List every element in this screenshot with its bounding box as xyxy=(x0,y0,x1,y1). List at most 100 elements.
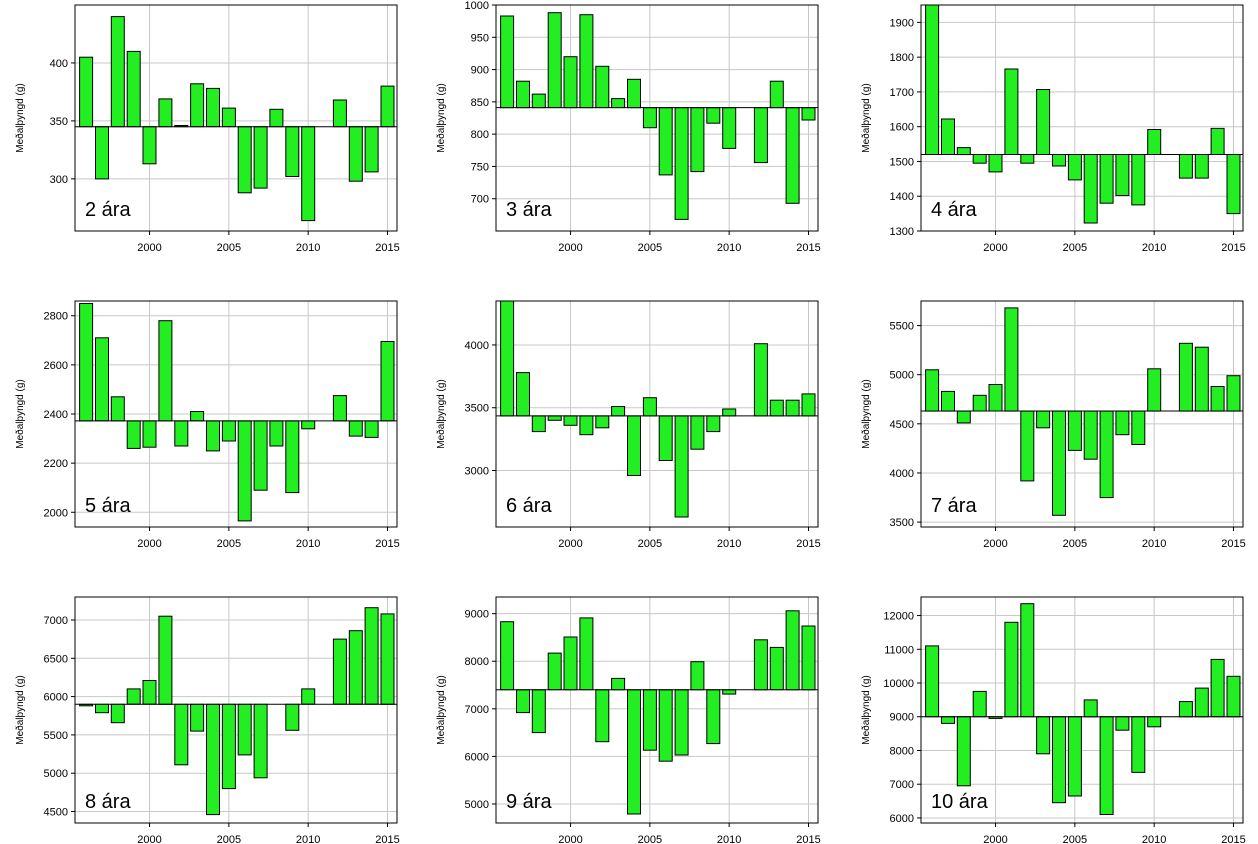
bar-1997 xyxy=(95,703,109,714)
x-tick-label: 2005 xyxy=(1063,242,1087,254)
bar-2015 xyxy=(380,341,395,422)
x-tick-label: 2015 xyxy=(796,834,820,844)
bar-2014 xyxy=(1210,658,1225,718)
x-tick-label: 2005 xyxy=(1063,538,1087,550)
y-tick-label: 12000 xyxy=(883,611,914,623)
y-tick-label: 2200 xyxy=(44,458,68,470)
bar-2006 xyxy=(658,107,673,176)
x-tick-label: 2000 xyxy=(983,834,1007,844)
y-tick-label: 2400 xyxy=(44,409,68,421)
y-tick-label: 6000 xyxy=(890,813,914,825)
y-tick-label: 4000 xyxy=(465,340,489,352)
bar-2001 xyxy=(579,617,594,691)
bar-1999 xyxy=(126,50,141,128)
y-tick-label: 400 xyxy=(50,58,68,70)
x-tick-label: 2005 xyxy=(638,834,662,844)
bar-2001 xyxy=(158,98,173,128)
bar-2007 xyxy=(674,415,689,518)
bar-2010 xyxy=(722,408,737,417)
bar-2013 xyxy=(1194,154,1209,179)
x-tick-label: 2010 xyxy=(296,538,320,550)
bar-1998 xyxy=(531,689,546,734)
bar-2010 xyxy=(722,689,737,695)
bar-2008 xyxy=(1115,154,1130,196)
plot-frame xyxy=(495,4,819,232)
bar-2009 xyxy=(285,126,300,177)
y-tick-label: 700 xyxy=(471,194,489,206)
y-tick-label: 7000 xyxy=(44,615,68,627)
bar-2003 xyxy=(190,703,205,732)
bar-2014 xyxy=(1210,386,1225,412)
x-tick-label: 2005 xyxy=(1063,834,1087,844)
x-tick-label: 2010 xyxy=(296,834,320,844)
y-axis-label: Meðalþyngd (g) xyxy=(860,675,872,744)
x-tick-label: 2010 xyxy=(717,242,741,254)
y-tick-label: 3000 xyxy=(465,466,489,478)
y-tick-label: 3500 xyxy=(465,403,489,415)
bar-2005 xyxy=(642,107,657,129)
bar-2005 xyxy=(221,107,236,128)
bar-2002 xyxy=(1020,603,1035,718)
bar-1997 xyxy=(516,372,530,417)
bar-2014 xyxy=(364,420,379,438)
x-tick-label: 2005 xyxy=(217,834,241,844)
x-tick-label: 2010 xyxy=(717,834,741,844)
bar-1999 xyxy=(126,420,141,449)
bar-2015 xyxy=(380,85,395,128)
bar-2006 xyxy=(1083,410,1098,460)
bar-1996 xyxy=(925,645,940,718)
bar-2014 xyxy=(1210,127,1225,155)
bar-2002 xyxy=(595,415,610,429)
y-tick-label: 2800 xyxy=(44,311,68,323)
bar-2003 xyxy=(1036,89,1051,155)
age-label: 2 ára xyxy=(85,199,131,221)
plot-frame xyxy=(74,596,398,824)
bar-2003 xyxy=(190,411,205,422)
x-tick-label: 2010 xyxy=(1142,242,1166,254)
bar-1996 xyxy=(79,303,94,422)
bar-1999 xyxy=(972,154,987,164)
y-tick-label: 1800 xyxy=(890,52,914,64)
y-axis-label: Meðalþyngd (g) xyxy=(860,83,872,152)
y-tick-label: 1700 xyxy=(890,87,914,99)
age-label: 9 ára xyxy=(506,791,552,813)
bar-2015 xyxy=(1226,375,1241,412)
bar-2009 xyxy=(1131,410,1146,446)
bar-2015 xyxy=(801,107,816,121)
bar-2000 xyxy=(142,126,157,165)
chart-panel-2: 2000 2005 2010 2015 700 750 800 850 900 950 1000 Me… xyxy=(435,0,821,254)
bar-1997 xyxy=(941,118,955,155)
y-tick-label: 7000 xyxy=(890,779,914,791)
bar-1996 xyxy=(500,301,515,417)
plot-frame xyxy=(74,4,398,232)
bar-1996 xyxy=(925,369,940,412)
plot-frame xyxy=(495,300,819,528)
bar-1998 xyxy=(956,147,971,156)
y-axis-label: Meðalþyngd (g) xyxy=(435,83,447,152)
bar-1997 xyxy=(95,337,109,422)
bar-2010 xyxy=(722,107,737,149)
y-tick-label: 4000 xyxy=(890,468,914,480)
bar-1997 xyxy=(941,716,955,724)
x-tick-label: 2005 xyxy=(638,538,662,550)
bar-2005 xyxy=(221,420,236,442)
y-tick-label: 2000 xyxy=(44,507,68,519)
bar-1999 xyxy=(547,12,562,109)
bar-2012 xyxy=(332,638,347,705)
bar-2009 xyxy=(706,107,721,124)
bar-2008 xyxy=(690,661,705,691)
bar-2010 xyxy=(1147,129,1162,155)
y-tick-label: 1900 xyxy=(890,17,914,29)
y-tick-label: 9000 xyxy=(465,609,489,621)
bar-2008 xyxy=(1115,410,1130,436)
bar-2002 xyxy=(174,420,189,447)
x-tick-label: 2010 xyxy=(1142,538,1166,550)
bar-1997 xyxy=(95,126,109,180)
bar-2006 xyxy=(237,126,252,194)
bar-2013 xyxy=(348,126,363,182)
bar-2009 xyxy=(706,415,721,433)
chart-panel-6: 2000 2005 2010 2015 3500 4000 4500 5000 5500 Meða… xyxy=(860,300,1246,550)
bar-2008 xyxy=(690,107,705,173)
y-tick-label: 750 xyxy=(471,161,489,173)
